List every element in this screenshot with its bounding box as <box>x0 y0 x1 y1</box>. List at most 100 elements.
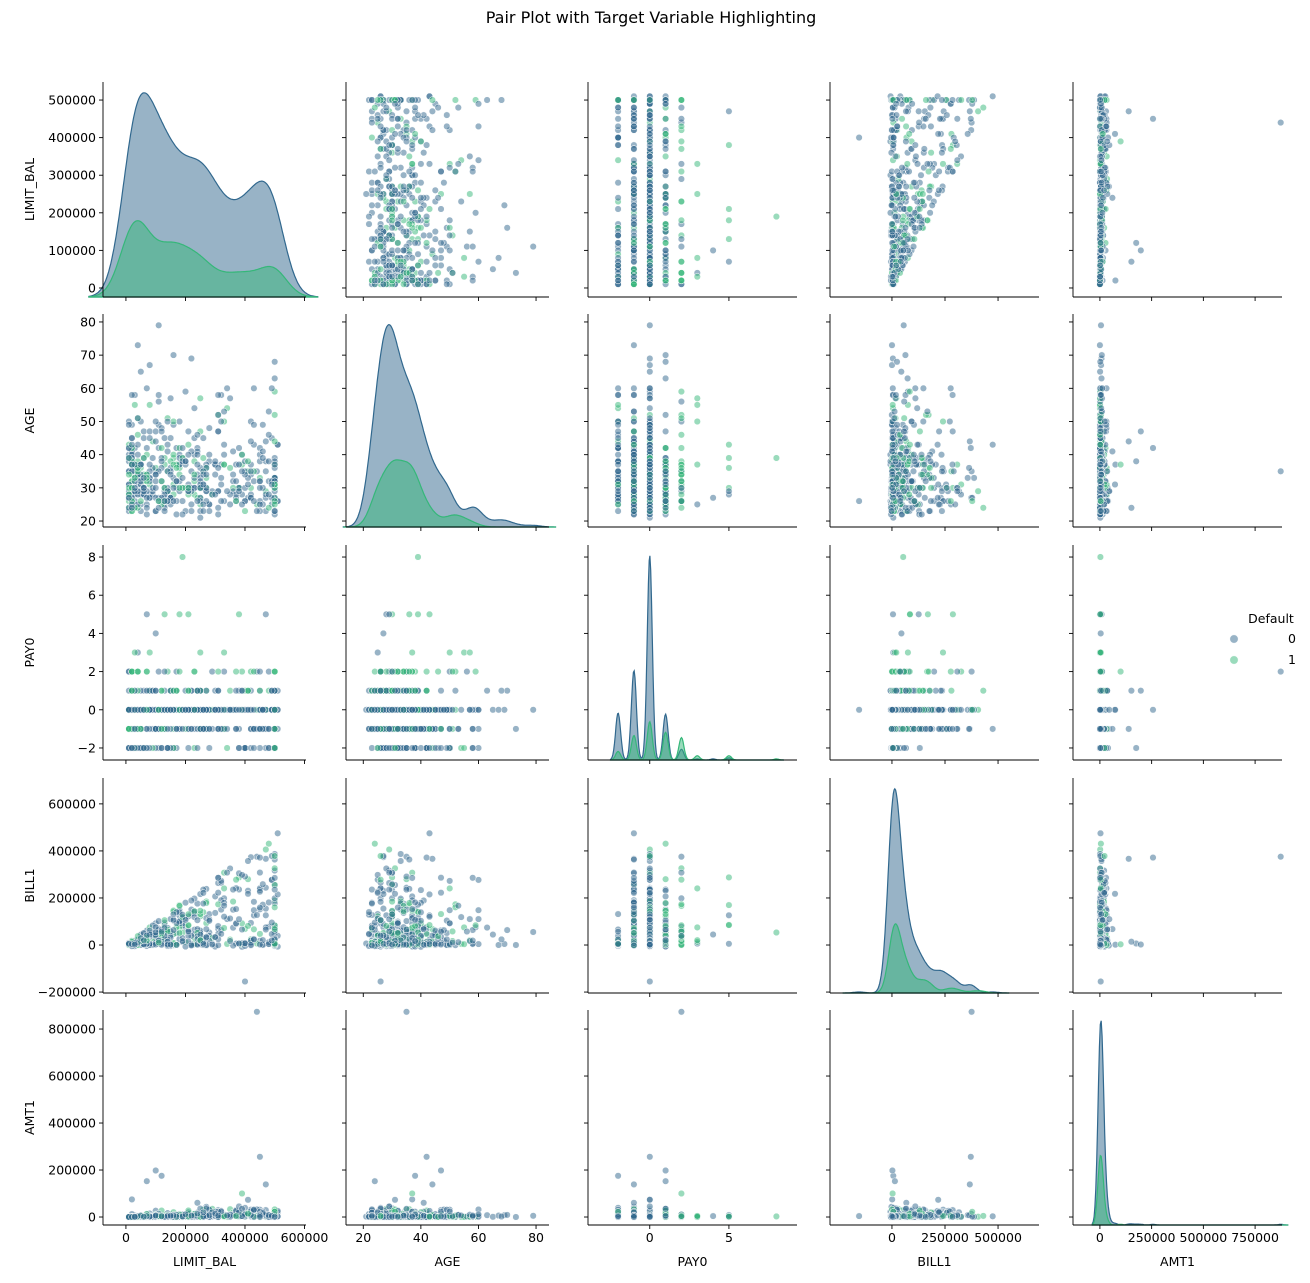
y-tick-label: 300000 <box>48 168 96 183</box>
scatter-point-default-1 <box>389 206 396 213</box>
y-tick-label: 0 <box>88 702 96 717</box>
scatter-point-default-0 <box>257 478 264 485</box>
scatter-point-default-0 <box>374 187 381 194</box>
scatter-point-default-0 <box>912 395 919 402</box>
scatter-point-default-0 <box>918 172 925 179</box>
scatter-point-default-0 <box>911 210 918 217</box>
scatter-point-default-1 <box>415 611 422 618</box>
scatter-point-default-0 <box>455 104 462 111</box>
scatter-point-default-0 <box>909 101 916 108</box>
scatter-point-default-0 <box>152 687 159 694</box>
scatter-point-default-0 <box>126 422 133 429</box>
scatter-point-default-1 <box>452 97 459 104</box>
scatter-point-default-0 <box>631 488 638 495</box>
scatter-point-default-1 <box>423 240 430 247</box>
scatter-point-default-0 <box>444 281 451 288</box>
scatter-point-default-0 <box>236 461 243 468</box>
scatter-point-default-1 <box>940 161 947 168</box>
scatter-point-default-0 <box>615 123 622 130</box>
scatter-point-default-0 <box>126 455 133 462</box>
scatter-point-default-0 <box>409 266 416 273</box>
scatter-point-default-1 <box>899 116 906 123</box>
scatter-point-default-1 <box>1117 461 1124 468</box>
scatter-point-default-1 <box>903 123 910 130</box>
scatter-point-default-0 <box>432 262 439 269</box>
scatter-point-default-0 <box>260 422 267 429</box>
scatter-point-default-1 <box>135 432 142 439</box>
scatter-point-default-0 <box>918 451 925 458</box>
scatter-point-default-0 <box>129 461 136 468</box>
scatter-point-default-0 <box>615 488 622 495</box>
scatter-point-default-0 <box>206 425 213 432</box>
scatter-point-default-0 <box>132 726 139 733</box>
scatter-point-default-0 <box>467 153 474 160</box>
scatter-point-default-1 <box>400 198 407 205</box>
scatter-point-default-0 <box>383 104 390 111</box>
scatter-point-default-1 <box>170 418 177 425</box>
scatter-point-default-0 <box>409 277 416 284</box>
scatter-point-default-0 <box>647 210 654 217</box>
scatter-point-default-0 <box>152 630 159 637</box>
scatter-point-default-0 <box>903 468 910 475</box>
scatter-point-default-0 <box>889 448 896 455</box>
scatter-point-default-1 <box>224 745 231 752</box>
scatter-point-default-0 <box>429 127 436 134</box>
scatter-point-default-1 <box>197 395 204 402</box>
scatter-point-default-0 <box>921 146 928 153</box>
scatter-point-default-0 <box>239 468 246 475</box>
scatter-point-default-0 <box>918 511 925 518</box>
scatter-point-default-0 <box>726 488 733 495</box>
y-tick-label: 4 <box>88 626 96 641</box>
scatter-point-default-0 <box>1098 179 1105 186</box>
scatter-point-default-0 <box>647 172 654 179</box>
scatter-point-default-0 <box>662 101 669 108</box>
scatter-point-default-0 <box>893 101 900 108</box>
scatter-point-default-0 <box>194 498 201 505</box>
scatter-point-default-0 <box>936 168 943 175</box>
scatter-point-default-0 <box>260 455 267 462</box>
scatter-point-default-0 <box>206 726 213 733</box>
scatter-point-default-1 <box>773 455 780 462</box>
scatter-point-default-0 <box>392 101 399 108</box>
scatter-point-default-0 <box>188 508 195 515</box>
scatter-point-default-0 <box>929 202 936 209</box>
scatter-point-default-0 <box>215 428 222 435</box>
scatter-point-default-1 <box>126 471 133 478</box>
scatter-point-default-0 <box>164 418 171 425</box>
scatter-point-default-0 <box>251 385 258 392</box>
scatter-point-default-1 <box>911 236 918 243</box>
scatter-point-default-0 <box>438 168 445 175</box>
scatter-point-default-1 <box>227 465 234 472</box>
scatter-point-default-1 <box>920 191 927 198</box>
scatter-point-default-0 <box>141 745 148 752</box>
scatter-point-default-1 <box>135 668 142 675</box>
scatter-point-default-0 <box>1098 228 1105 235</box>
scatter-point-default-0 <box>924 408 931 415</box>
scatter-point-default-0 <box>1103 123 1110 130</box>
scatter-point-default-0 <box>206 451 213 458</box>
scatter-point-default-0 <box>415 251 422 258</box>
y-tick-label: 30 <box>80 480 96 495</box>
scatter-point-default-0 <box>901 428 908 435</box>
scatter-point-default-0 <box>167 707 174 714</box>
scatter-point-default-0 <box>444 123 451 130</box>
scatter-point-default-1 <box>146 649 153 656</box>
scatter-point-default-1 <box>185 485 192 492</box>
scatter-point-default-0 <box>1098 168 1105 175</box>
scatter-point-default-0 <box>212 458 219 465</box>
scatter-point-default-1 <box>969 498 976 505</box>
scatter-point-default-0 <box>467 228 474 235</box>
scatter-point-default-0 <box>179 511 186 518</box>
scatter-point-default-0 <box>426 270 433 277</box>
scatter-point-default-0 <box>149 455 156 462</box>
scatter-point-default-1 <box>426 206 433 213</box>
scatter-point-default-0 <box>922 116 929 123</box>
scatter-point-default-0 <box>1097 461 1104 468</box>
y-tick-label: 40 <box>80 447 96 462</box>
scatter-point-default-0 <box>257 668 264 675</box>
scatter-point-default-0 <box>662 491 669 498</box>
scatter-point-default-0 <box>889 221 896 228</box>
scatter-point-default-0 <box>647 228 654 235</box>
scatter-point-default-0 <box>615 508 622 515</box>
scatter-point-default-0 <box>615 104 622 111</box>
